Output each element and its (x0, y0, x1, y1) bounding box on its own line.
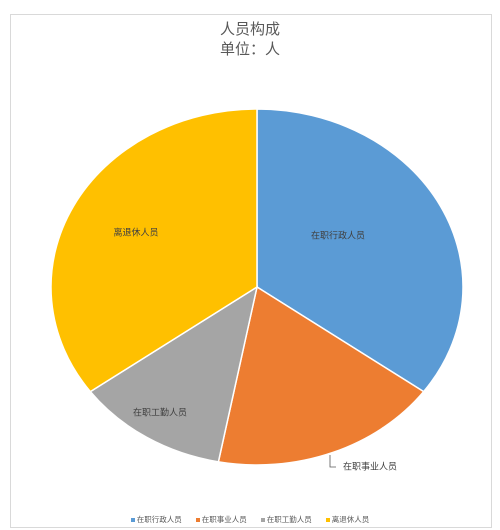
legend-label: 在职行政人员 (136, 515, 182, 524)
legend-swatch (130, 517, 135, 522)
legend-item: 离退休人员 (325, 514, 370, 525)
legend-label: 在职工勤人员 (266, 515, 312, 524)
legend-item: 在职工勤人员 (260, 514, 312, 525)
legend-label: 离退休人员 (331, 515, 370, 524)
chart-subtitle: 单位：人 (219, 40, 280, 58)
chart-title: 人员构成 (219, 20, 280, 38)
pie-slice (217, 285, 425, 466)
data-label: 在职行政人员 (311, 230, 365, 242)
pie-slice (50, 108, 258, 393)
data-label: 在职工勤人员 (133, 407, 187, 419)
legend-swatch (260, 517, 265, 522)
leader-line (329, 455, 336, 468)
data-label: 离退休人员 (113, 227, 158, 239)
legend-swatch (325, 517, 330, 522)
legend-swatch (195, 517, 200, 522)
legend-label: 在职事业人员 (201, 515, 247, 524)
chart-legend: 在职行政人员 在职事业人员 在职工勤人员 离退休人员 (0, 514, 500, 525)
data-label: 在职事业人员 (343, 461, 397, 473)
legend-item: 在职事业人员 (195, 514, 247, 525)
pie-slice (89, 285, 259, 463)
legend-item: 在职行政人员 (130, 514, 182, 525)
pie-slice (256, 108, 464, 393)
